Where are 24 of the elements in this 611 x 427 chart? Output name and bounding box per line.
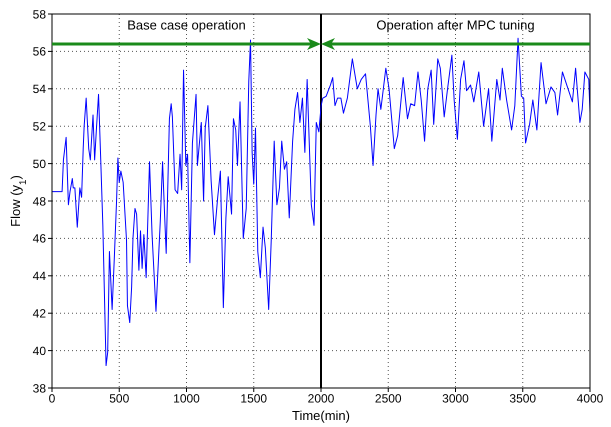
- y-tick-label: 46: [32, 232, 46, 246]
- x-tick-label: 0: [48, 392, 56, 406]
- y-tick-label: 52: [32, 119, 46, 134]
- line-series: [52, 38, 590, 366]
- y-tick-label: 50: [32, 156, 46, 171]
- y-tick-label: 38: [32, 381, 46, 396]
- y-tick-label: 42: [32, 306, 46, 320]
- y-tick-label: 54: [32, 82, 46, 96]
- y-tick-label: 58: [32, 7, 46, 22]
- x-tick-label: 1500: [240, 392, 268, 406]
- annotation: Base case operation: [127, 17, 246, 32]
- x-tick-label: 3500: [509, 392, 536, 406]
- x-tick-label: 2000: [308, 392, 335, 406]
- y-tick-label: 56: [32, 44, 46, 59]
- x-tick-label: 3000: [442, 392, 470, 406]
- x-tick-label: 4000: [576, 392, 604, 406]
- y-tick-label: 44: [32, 269, 46, 284]
- annotation: Operation after MPC tuning: [376, 17, 535, 32]
- x-axis-title: Time(min): [292, 408, 350, 423]
- x-tick-label: 500: [109, 392, 130, 406]
- x-tick-label: 2500: [374, 392, 402, 406]
- x-tick-label: 1000: [173, 392, 200, 406]
- y-tick-label: 48: [32, 194, 46, 208]
- y-tick-label: 40: [32, 344, 46, 358]
